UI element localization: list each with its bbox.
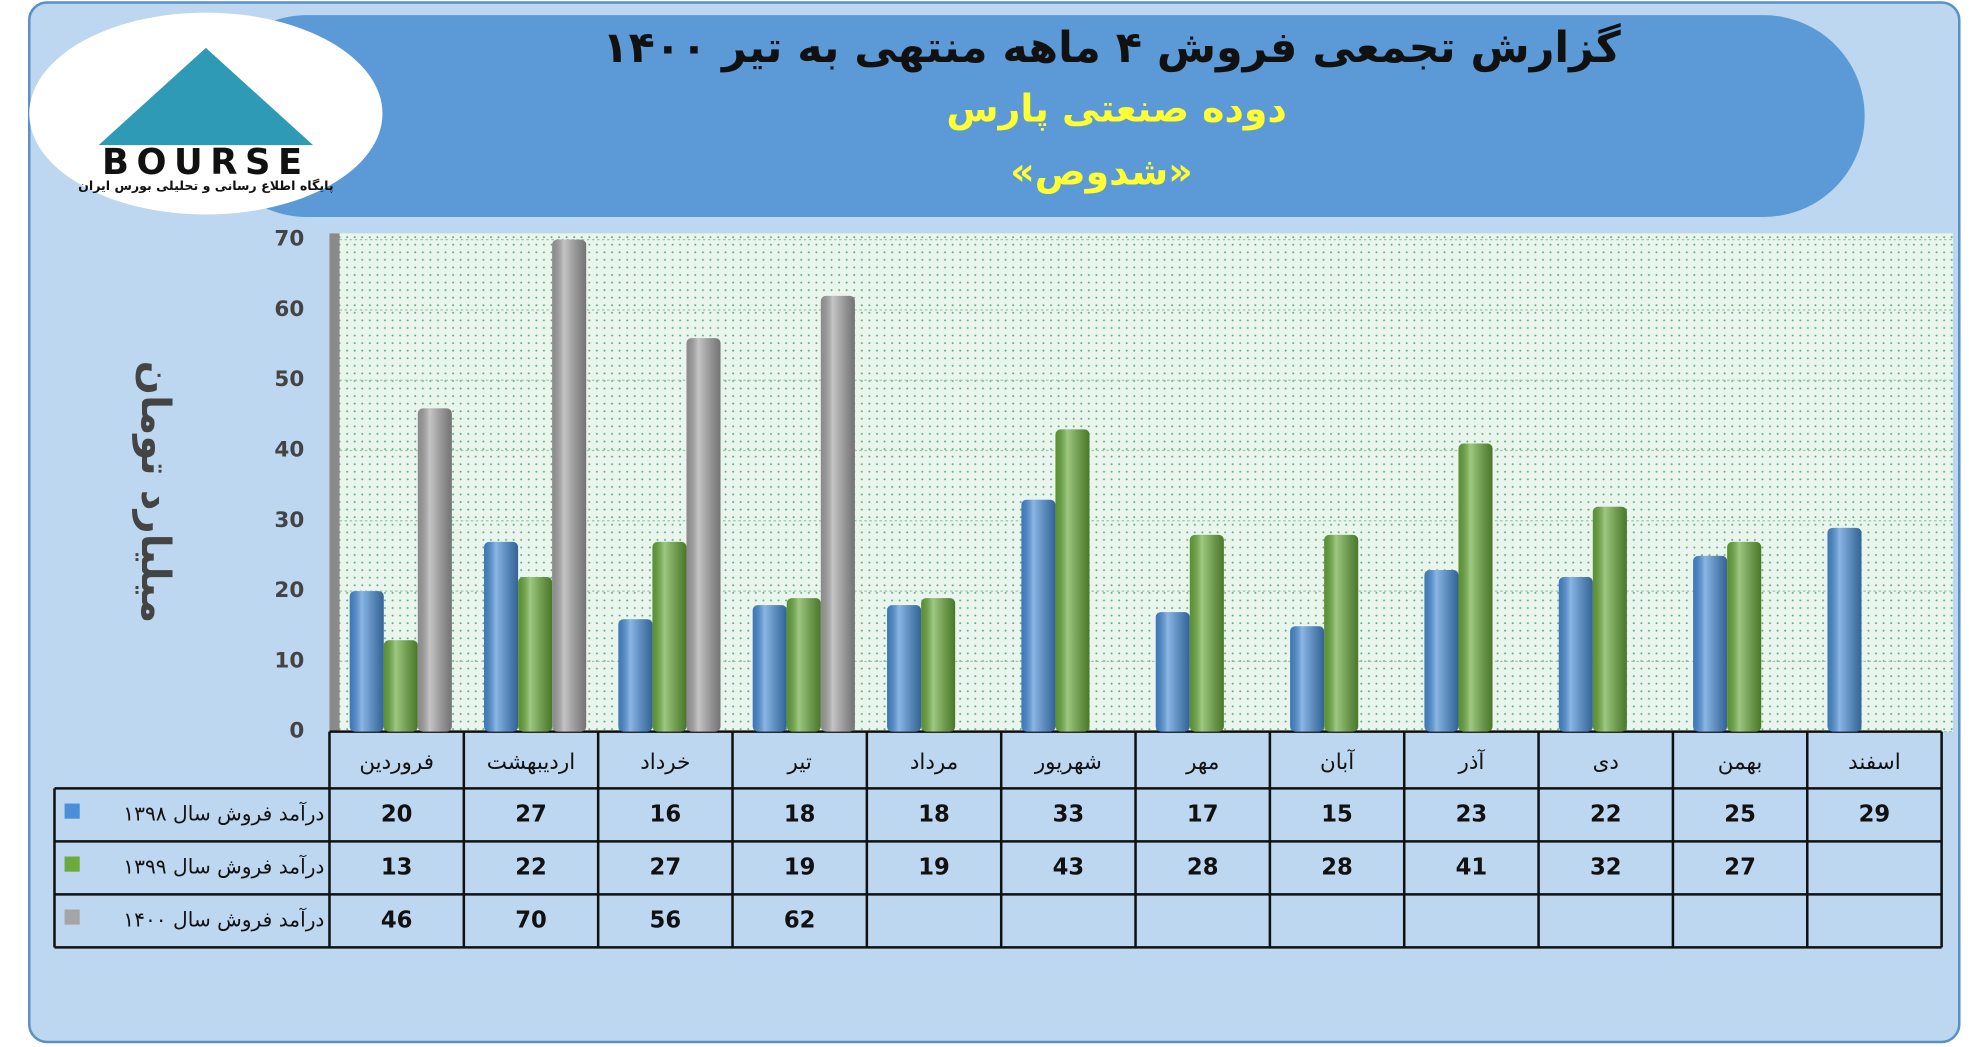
bar-sheen [887,605,922,732]
table-value: 29 [1859,801,1891,827]
bar-sheen [752,605,787,732]
legend-swatch [64,803,80,819]
x-tick-label: فروردین [359,750,434,775]
table-value: 19 [918,854,950,880]
bar-sheen [518,577,553,732]
bar-sheen [1458,443,1493,732]
x-tick-label: دی [1593,750,1619,775]
table-value: 15 [1321,801,1353,827]
table-value: 32 [1590,854,1622,880]
bar-sheen [1827,527,1862,732]
bar-sheen [1189,534,1224,732]
bar-sheen [484,541,519,732]
legend-swatch [64,909,80,925]
table-value: 23 [1456,801,1488,827]
chart-symbol: «شدوص» [1010,150,1192,194]
title-banner [205,15,1865,217]
bar-sheen [1424,569,1459,732]
table-value: 19 [784,854,816,880]
table-value: 43 [1053,854,1085,880]
table-value: 27 [1724,854,1756,880]
table-value: 28 [1187,854,1219,880]
table-value: 22 [1590,801,1622,827]
y-axis-label: میلیارد تومان [132,361,179,624]
table-value: 46 [381,907,413,933]
y-tick-label: 10 [274,648,304,673]
logo-caption: پایگاه اطلاع رسانی و تحلیلی بورس ایران [78,178,333,193]
bar-sheen [1727,541,1762,732]
bar-sheen [1055,429,1090,732]
bar-sheen [686,338,721,732]
plot-area [332,233,1953,732]
x-tick-label: شهریور [1034,750,1102,775]
table-value: 22 [515,854,547,880]
bar-sheen [786,598,821,732]
chart-title: گزارش تجمعی فروش ۴ ماهه منتهی به تیر ۱۴۰… [602,23,1620,73]
logo-shape [98,47,314,146]
table-value: 70 [515,907,547,933]
y-tick-label: 40 [274,438,304,463]
bar-sheen [1558,577,1593,732]
bar-sheen [1324,534,1359,732]
y-tick-label: 70 [274,227,304,252]
legend-label: درآمد فروش سال ۱۴۰۰ [123,906,324,931]
table-value: 18 [918,801,950,827]
x-tick-label: خرداد [640,750,690,775]
bar-sheen [1021,499,1056,732]
y-tick-label: 20 [274,578,304,603]
bar-sheen [652,541,687,732]
bar-sheen [383,640,418,732]
x-tick-label: مرداد [910,750,958,775]
table-value: 41 [1456,854,1488,880]
y-tick-label: 50 [274,367,304,392]
legend-label: درآمد فروش سال ۱۳۹۹ [123,853,324,878]
table-value: 62 [784,907,816,933]
bar-sheen [552,239,587,732]
bar-sheen [1693,555,1728,732]
table-value: 20 [381,801,413,827]
table-value: 28 [1321,854,1353,880]
bar-sheen [1290,626,1325,732]
y-tick-label: 60 [274,297,304,322]
y-tick-label: 30 [274,508,304,533]
bar-sheen [820,295,855,732]
table-value: 13 [381,854,413,880]
x-tick-label: اسفند [1848,750,1900,775]
x-tick-label: بهمن [1718,750,1763,775]
bar-sheen [921,598,956,732]
bar-sheen [349,591,384,732]
table-value: 27 [515,801,547,827]
chart-subtitle: دوده صنعتی پارس [946,87,1286,131]
x-tick-label: اردیبهشت [487,750,575,775]
logo-text: BOURSE [102,142,310,183]
y-axis-wall [329,233,340,732]
table-value: 33 [1053,801,1085,827]
x-tick-label: مهر [1185,750,1219,775]
table-value: 56 [650,907,682,933]
bar-sheen [1592,506,1627,732]
table-value: 27 [650,854,682,880]
y-tick-label: 0 [289,719,304,744]
legend-swatch [64,856,80,872]
legend-label: درآمد فروش سال ۱۳۹۸ [123,800,324,825]
table-value: 25 [1724,801,1756,827]
x-tick-label: آبان [1320,748,1355,775]
table-value: 16 [650,801,682,827]
x-tick-label: تیر [787,750,812,775]
table-value: 17 [1187,801,1219,827]
table-value: 18 [784,801,816,827]
bar-sheen [618,619,653,732]
bar-sheen [417,408,452,732]
x-tick-label: آذر [1457,748,1485,775]
bar-sheen [1155,612,1190,732]
